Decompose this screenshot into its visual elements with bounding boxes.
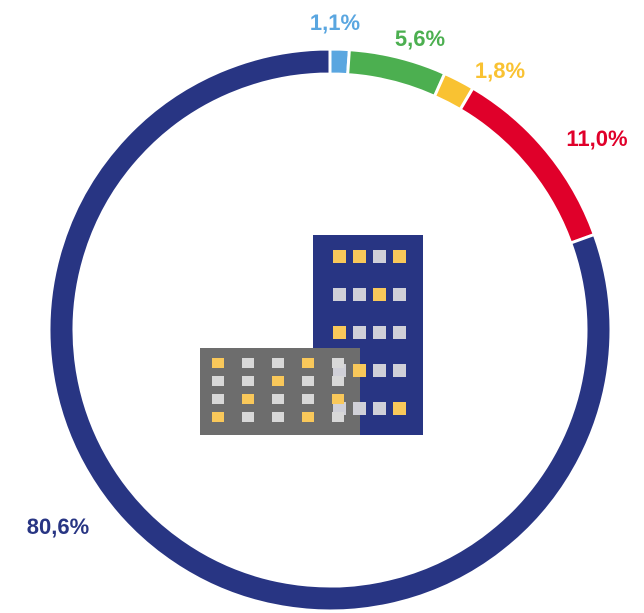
window [353,402,366,415]
window [272,376,284,386]
window [332,358,344,368]
window [242,394,254,404]
window [302,358,314,368]
donut-segment [346,48,447,99]
window [353,326,366,339]
data-label: 1,1% [310,10,360,35]
window [242,358,254,368]
window [302,412,314,422]
window [393,250,406,263]
data-label: 1,8% [475,58,525,83]
window [373,250,386,263]
window [332,376,344,386]
window [242,376,254,386]
window [212,376,224,386]
window [393,288,406,301]
window [373,402,386,415]
data-label: 5,6% [395,26,445,51]
window [353,288,366,301]
donut-segment [47,47,613,613]
window [333,402,346,415]
window [212,358,224,368]
window [393,326,406,339]
window [393,402,406,415]
window [353,364,366,377]
window [353,250,366,263]
window [333,250,346,263]
window [302,394,314,404]
window [332,412,344,422]
window [242,412,254,422]
window [333,288,346,301]
window [212,412,224,422]
window [333,326,346,339]
data-label: 80,6% [27,514,89,539]
donut-segment [458,86,597,245]
window [272,412,284,422]
window [332,394,344,404]
window [302,376,314,386]
window [272,358,284,368]
window [373,326,386,339]
window [373,288,386,301]
window [212,394,224,404]
building-icon [200,235,423,435]
window [373,364,386,377]
data-label: 11,0% [566,126,627,151]
window [272,394,284,404]
window [393,364,406,377]
